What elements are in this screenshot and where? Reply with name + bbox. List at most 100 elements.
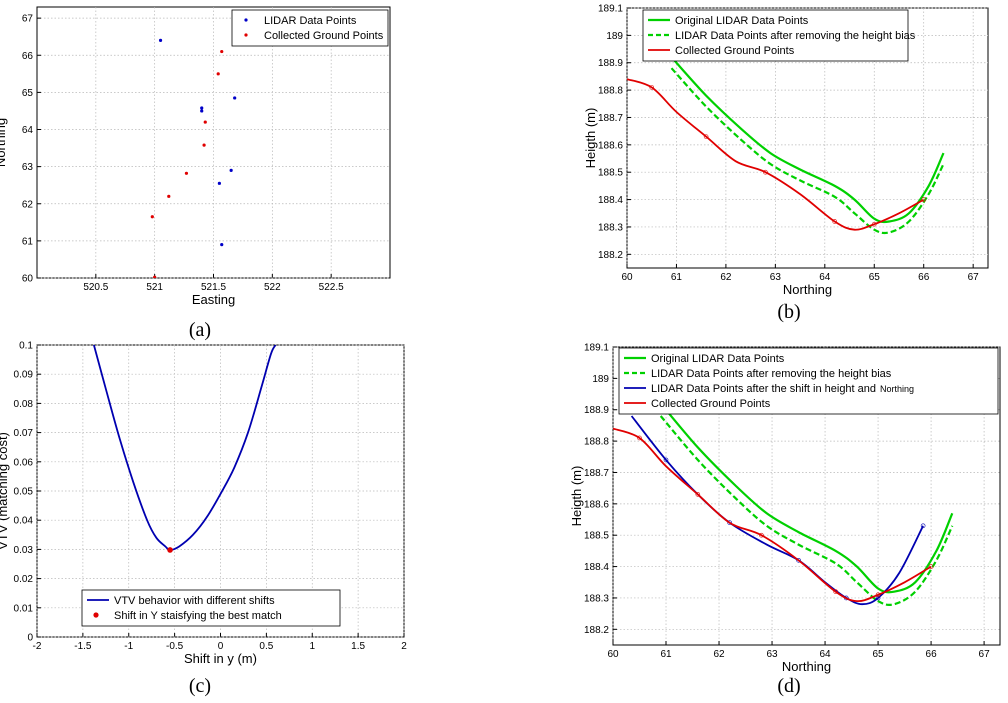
series-collected-ground-points-marker [871,221,877,227]
y-tick-label: 188.5 [584,531,609,542]
x-tick-label: 1.5 [351,641,365,652]
chart-c: -2 -1.5 -1 -0.5 0 0.5 1 1.5 2 0 0.01 0.02 0.03 0.04 0.… [0,341,407,667]
legend-box [81,589,341,627]
series-collected-ground-points-marker [763,169,768,175]
series-original-lidar-data-points-line [659,402,954,594]
series-collected-ground-points-point [150,215,154,219]
y-tick-label: 188.9 [598,58,623,69]
x-tick-label: 522 [264,282,281,293]
y-tick-label: 188.4 [584,562,609,573]
x-tick-label: 521.5 [201,282,226,293]
y-tick-label: 189.1 [584,343,609,354]
legend-swatch [244,18,248,22]
x-tick-label: 0.5 [259,641,273,652]
panel-label-c: (c) [189,675,211,697]
legend-label: Collected Ground Points [264,30,384,42]
legend-box [642,9,909,62]
series-layer [93,345,277,553]
series-collected-ground-points-marker [695,492,701,497]
x-axis-label: Northing [782,659,831,674]
series-vtv-behavior-with-different-shifts-line [93,345,277,551]
y-tick-label: 188.2 [584,625,609,636]
y-axis-label: Northing [0,118,8,167]
x-tick-label: 63 [770,272,782,283]
series-layer [150,38,237,278]
series-collected-ground-points-point [153,275,157,278]
legend-box [618,347,999,415]
series-lidar-data-points-after-removing-the-height-bias-line [659,415,954,606]
legend: VTV behavior with different shifts Shift … [81,589,341,627]
series-collected-ground-points-point [202,143,206,147]
x-tick-label: 521 [146,282,163,293]
y-tick-label: 188.6 [598,140,623,151]
series-collected-ground-points-marker [759,532,764,538]
x-tick-label: -1 [124,641,133,652]
x-tick-label: 60 [621,272,633,283]
y-tick-label: 0.03 [14,545,34,556]
legend: LIDAR Data Points Collected Ground Points [231,9,389,47]
series-lidar-data-points-point [158,38,163,43]
series-collected-ground-points-point [167,194,171,198]
y-tick-label: 0.08 [14,399,34,410]
x-tick-label: 64 [819,649,831,660]
series-collected-ground-points-point [184,171,189,175]
y-tick-label: 0.01 [14,603,34,614]
y-tick-label: 0.02 [14,574,34,585]
x-tick-label: 66 [918,272,930,283]
series-collected-ground-points-point [220,49,224,54]
x-tick-label: 67 [979,649,991,660]
chart-d: 60 61 62 63 64 65 66 67 188.2 188.3 188.4 188.5 188.… [569,343,1001,674]
y-tick-label: 0.05 [14,487,34,498]
legend-label: Collected Ground Points [675,45,795,57]
series-lidar-data-points-after-the-shift-in-height-and-marker [875,595,881,601]
y-tick-label: 189 [592,374,609,385]
y-tick-label: 188.9 [584,405,609,416]
series-lidar-data-points-after-the-shift-in-height-and-marker [920,523,926,529]
series-collected-ground-points-marker [875,592,881,598]
y-tick-label: 0.07 [14,428,34,439]
x-tick-label: 522.5 [319,282,344,293]
y-tick-label: 66 [22,51,34,62]
series-layer [613,402,954,606]
x-tick-label: -1.5 [74,641,92,652]
legend-label: Shift in Y staisfying the best match [114,610,282,622]
x-tick-label: 64 [819,272,831,283]
series-collected-ground-points-marker [649,85,655,90]
legend-label: Original LIDAR Data Points [675,15,809,27]
y-tick-label: 0 [27,633,33,644]
x-tick-label: 0 [218,641,224,652]
legend-label: LIDAR Data Points [264,15,357,27]
chart-a: 520.5 521 521.5 522 522.5 60 61 62 63 64 65 66 67 Eas… [0,6,391,307]
y-tick-label: 188.8 [584,437,609,448]
plot-area [36,6,391,279]
y-axis-label: Heigth (m) [569,466,584,527]
legend-swatch [93,612,99,618]
x-tick-label: 62 [720,272,732,283]
y-tick-label: 65 [22,88,34,99]
series-lidar-data-points-after-the-shift-in-height-and-marker [663,457,669,463]
y-tick-label: 67 [22,14,34,25]
series-lidar-data-points-point [200,109,204,113]
y-tick-label: 188.6 [584,499,609,510]
series-collected-ground-points-marker [833,589,838,594]
y-tick-label: 62 [22,199,34,210]
y-axis-label: Heigth (m) [583,108,598,169]
series-lidar-data-points-after-the-shift-in-height-and-marker [727,520,732,525]
series-lidar-data-points-point [233,96,237,100]
x-tick-label: 61 [660,649,672,660]
legend-label: Original LIDAR Data Points [651,353,785,365]
x-tick-label: 66 [926,649,938,660]
legend-label: Collected Ground Points [651,398,771,410]
legend-label: LIDAR Data Points after the shift in hei… [651,383,914,395]
x-tick-label: 62 [713,649,725,660]
y-tick-label: 188.5 [598,168,623,179]
y-tick-label: 188.2 [598,250,623,261]
series-lidar-data-points-point [200,106,204,110]
legend-swatch [244,33,248,37]
y-tick-label: 61 [22,236,34,247]
series-collected-ground-points-point [203,120,207,124]
y-tick-label: 64 [22,125,34,136]
x-tick-label: 520.5 [83,282,108,293]
series-collected-ground-points-point [216,72,220,76]
